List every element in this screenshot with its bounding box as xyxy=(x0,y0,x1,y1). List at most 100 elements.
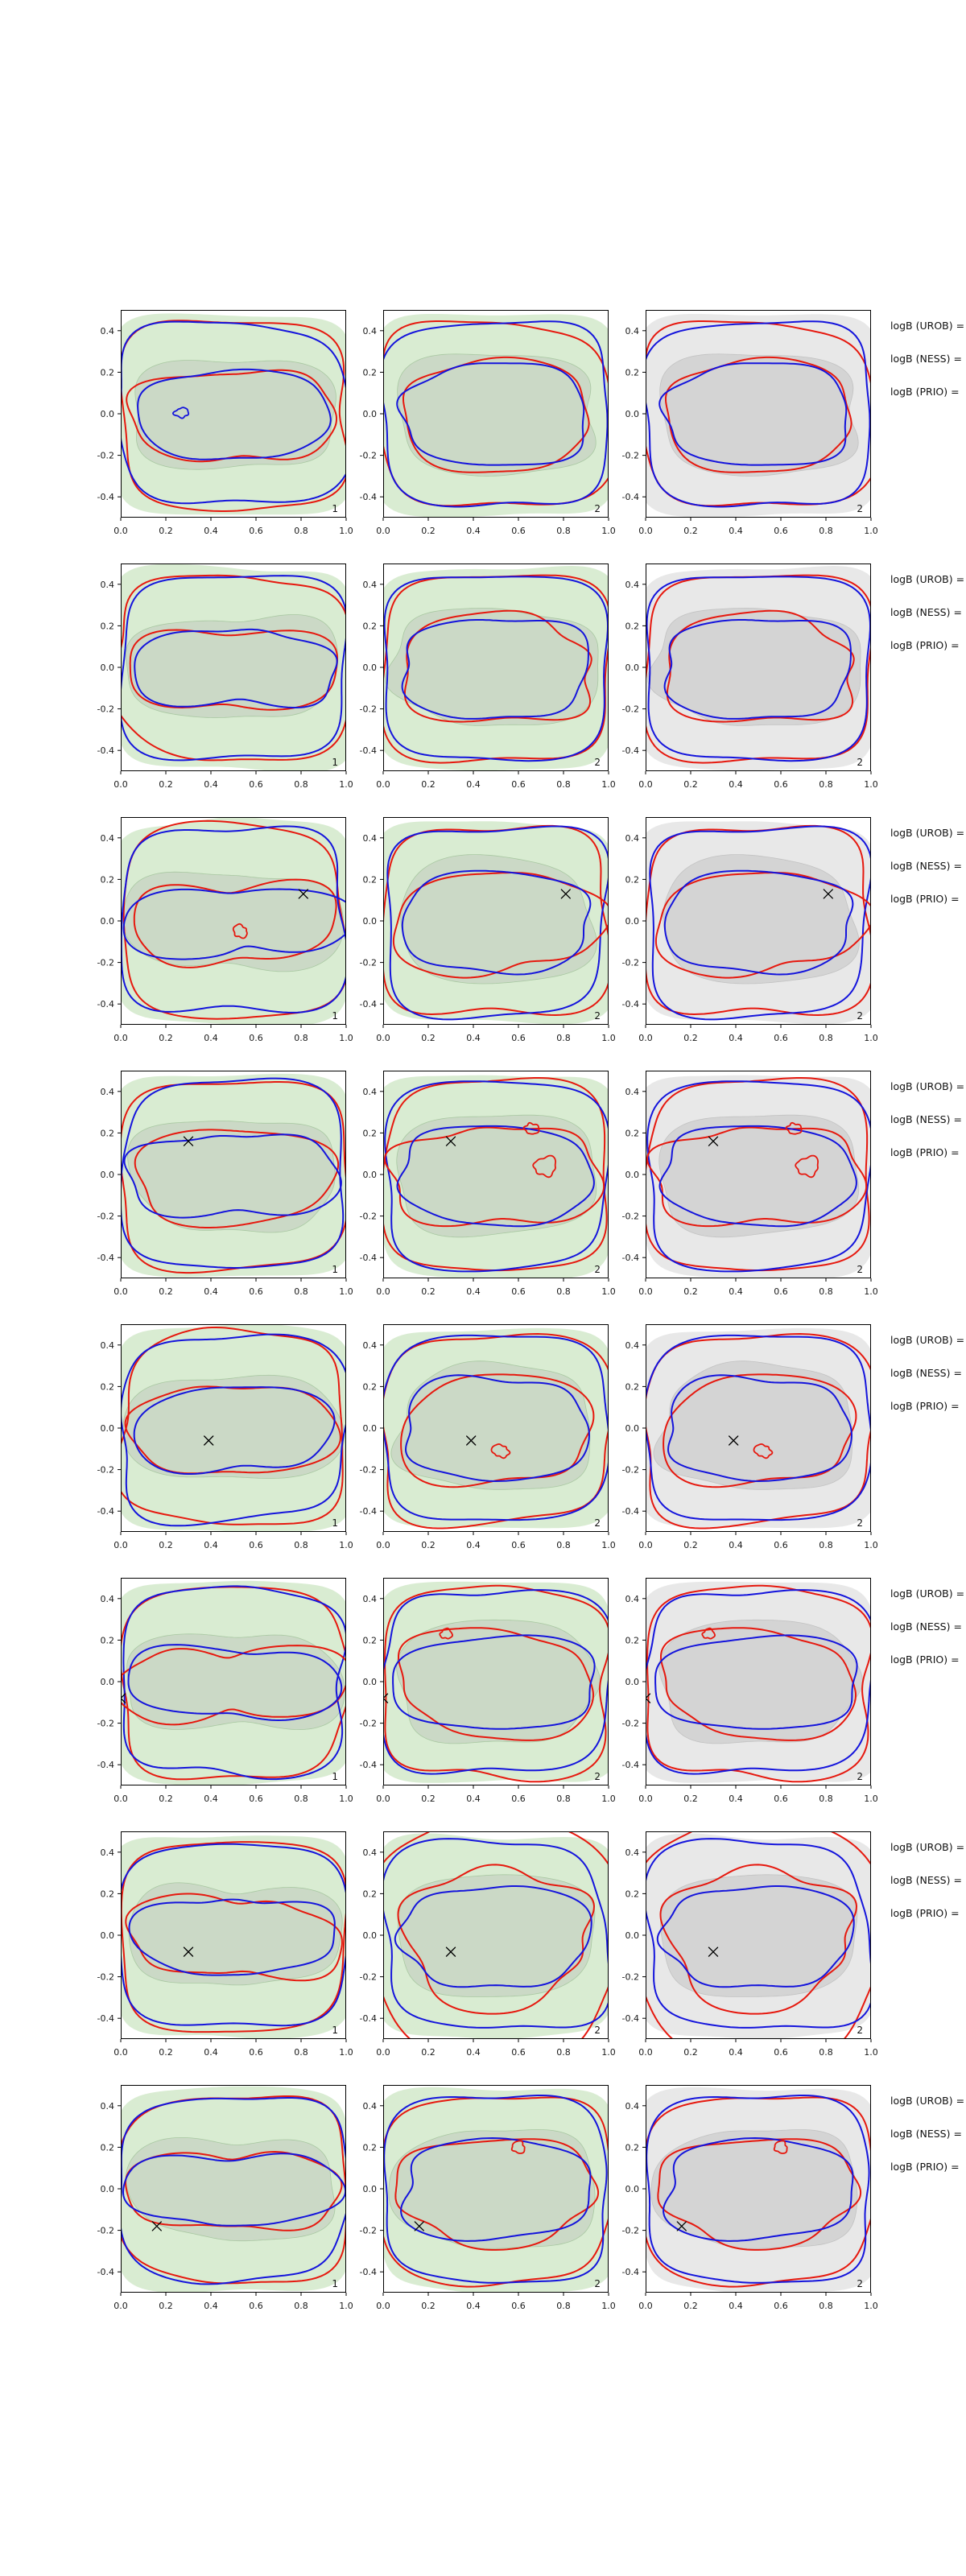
axes-spine xyxy=(646,1324,871,1532)
x-tick-label: 0.2 xyxy=(421,2047,436,2058)
blue-outer-contour xyxy=(646,2095,870,2284)
contour-layer xyxy=(121,1073,346,1278)
panel-index-label: 2 xyxy=(594,757,601,768)
x-marker xyxy=(466,1435,477,1446)
subplot-r1c2: 2 0.0 0.2 0.4 0.6 0.8 1.0 0.4 0.2 0.0 -0.2 -0.4 xyxy=(360,310,616,536)
x-tick-label: 0.2 xyxy=(683,1794,698,1804)
x-tick-label: 1.0 xyxy=(339,2301,353,2311)
panel-index-label: 2 xyxy=(857,1517,863,1529)
x-tick-label: 0.6 xyxy=(249,2301,263,2311)
x-tick-label: 1.0 xyxy=(339,1540,353,1550)
panel-index-label: 2 xyxy=(594,503,601,514)
x-tick-label: 0.4 xyxy=(729,1033,743,1043)
annotation-prio: logB (PRIO) = xyxy=(890,386,960,398)
y-tick-label: -0.4 xyxy=(360,492,377,502)
x-tick-label: 0.4 xyxy=(466,2047,481,2058)
inner-fill xyxy=(658,1619,863,1744)
red-inner-contour xyxy=(394,2138,600,2251)
panel-index-label: 2 xyxy=(594,1010,601,1022)
x-tick-label: 0.6 xyxy=(774,1286,788,1297)
y-tick-label: 0.0 xyxy=(363,1930,378,1941)
annotation-urob: logB (UROB) = xyxy=(890,1080,964,1092)
panel-index-label: 2 xyxy=(594,2278,601,2289)
blue-outer-contour xyxy=(383,576,609,762)
x-tick-label: 1.0 xyxy=(601,2301,616,2311)
subplot-r8c1: 1 0.0 0.2 0.4 0.6 0.8 1.0 0.4 0.2 0.0 -0.2 -0.4 xyxy=(97,2085,353,2311)
annotation-ness: logB (NESS) = xyxy=(890,1620,962,1633)
y-tick-label: 0.4 xyxy=(363,1340,378,1351)
axes-spine xyxy=(121,1071,346,1278)
x-tick-label: 1.0 xyxy=(339,1794,353,1804)
panel-index-label: 1 xyxy=(332,2278,338,2289)
x-tick-label: 0.2 xyxy=(421,1286,436,1297)
blue-outer-contour xyxy=(383,1334,609,1521)
panel-index-label: 2 xyxy=(857,2025,863,2036)
x-tick-label: 0.6 xyxy=(511,2301,526,2311)
inner-fill xyxy=(646,608,861,726)
x-tick-label: 0.8 xyxy=(819,2047,833,2058)
y-tick-label: -0.2 xyxy=(622,451,639,461)
y-tick-label: 0.2 xyxy=(625,874,640,885)
annotation-urob: logB (UROB) = xyxy=(890,1841,964,1853)
x-tick-label: 0.4 xyxy=(204,1286,218,1297)
x-tick-label: 0.8 xyxy=(556,779,571,790)
x-marker xyxy=(560,889,571,899)
contour-layer xyxy=(121,1835,346,2039)
x-tick-label: 0.6 xyxy=(249,1033,263,1043)
x-tick-label: 0.0 xyxy=(638,1794,653,1804)
y-tick-label: 0.4 xyxy=(363,2101,378,2112)
y-tick-label: -0.2 xyxy=(622,704,639,715)
x-tick-label: 1.0 xyxy=(601,526,616,536)
y-tick-label: -0.2 xyxy=(360,958,377,968)
extra-loop xyxy=(510,2140,526,2154)
panel-index-label: 1 xyxy=(332,1010,338,1022)
subplot-r7c3: 2 0.0 0.2 0.4 0.6 0.8 1.0 0.4 0.2 0.0 -0.2 -0.4 xyxy=(622,1831,878,2058)
y-tick-label: 0.2 xyxy=(363,1635,378,1645)
x-tick-label: 0.4 xyxy=(466,1033,481,1043)
x-tick-label: 0.6 xyxy=(774,2301,788,2311)
y-tick-label: -0.4 xyxy=(622,745,639,756)
y-tick-label: 0.2 xyxy=(363,874,378,885)
y-tick-label: 0.0 xyxy=(363,916,378,927)
y-tick-label: 0.4 xyxy=(101,1847,115,1858)
y-tick-label: 0.2 xyxy=(363,1889,378,1899)
axes-spine xyxy=(383,310,609,518)
x-tick-label: 0.0 xyxy=(114,1794,128,1804)
annotation-prio: logB (PRIO) = xyxy=(890,2161,960,2173)
blue-inner-contour xyxy=(127,1644,343,1721)
blue-inner-contour xyxy=(654,1634,858,1730)
y-tick-label: 0.0 xyxy=(625,1170,640,1180)
y-tick-label: 0.0 xyxy=(363,1170,378,1180)
y-tick-label: 0.4 xyxy=(101,833,115,844)
blue-outer-contour xyxy=(383,320,609,508)
x-tick-label: 0.4 xyxy=(729,1794,743,1804)
y-tick-label: 0.4 xyxy=(625,1087,640,1097)
axes-spine xyxy=(646,564,871,771)
y-tick-label: -0.2 xyxy=(622,1972,639,1983)
y-tick-label: 0.0 xyxy=(625,1423,640,1434)
inner-fill xyxy=(650,2129,858,2249)
x-marker xyxy=(646,1693,651,1703)
x-tick-label: 0.0 xyxy=(376,779,390,790)
y-tick-label: -0.2 xyxy=(622,1719,639,1729)
blue-outer-contour xyxy=(383,1838,609,2029)
x-tick-label: 1.0 xyxy=(601,1033,616,1043)
panel-index-label: 2 xyxy=(857,1264,863,1275)
red-inner-contour xyxy=(125,2151,343,2231)
red-outer-contour xyxy=(121,2095,346,2285)
y-tick-label: 0.0 xyxy=(363,409,378,419)
axes-spine xyxy=(383,1324,609,1532)
inner-fill xyxy=(384,608,599,726)
subplot-r2c3: 2 0.0 0.2 0.4 0.6 0.8 1.0 0.4 0.2 0.0 -0.2 -0.4 xyxy=(622,564,878,790)
y-tick-label: 0.2 xyxy=(625,1635,640,1645)
axes-spine xyxy=(383,817,609,1025)
x-tick-label: 0.0 xyxy=(114,526,128,536)
y-tick-label: -0.2 xyxy=(97,2226,114,2236)
annotation-prio: logB (PRIO) = xyxy=(890,893,960,905)
x-tick-label: 0.4 xyxy=(729,526,743,536)
contour-layer xyxy=(646,1831,871,2039)
x-marker xyxy=(183,1946,194,1957)
x-marker xyxy=(729,1435,739,1446)
x-tick-label: 1.0 xyxy=(339,1286,353,1297)
y-tick-label: -0.2 xyxy=(360,1719,377,1729)
